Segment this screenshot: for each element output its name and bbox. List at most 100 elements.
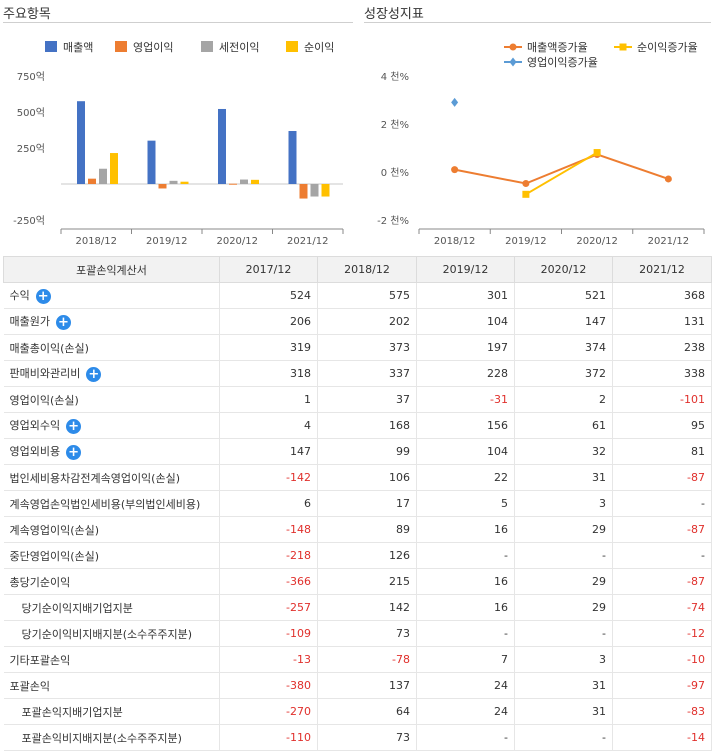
bar (229, 183, 237, 185)
value-cell: 338 (612, 360, 712, 387)
right-panel-title: 성장성지표 (364, 7, 424, 22)
table-row: 당기순이익지배기업지분 -257 142 16 29 -74 (3, 594, 712, 621)
column-header-year: 2021/12 (612, 256, 712, 283)
value-cell: 89 (317, 516, 417, 543)
value-cell: 319 (219, 334, 318, 361)
value-cell: 31 (514, 464, 613, 491)
value-cell: -218 (219, 542, 318, 569)
value-cell: 521 (514, 282, 613, 309)
legend-label-2: 영업이익 (133, 41, 173, 54)
x-tick-label: 2021/12 (648, 236, 690, 247)
expand-plus-icon[interactable]: + (55, 314, 71, 330)
key-items-bar-chart: 매출액 영업이익 세전이익 순이익 -250억 250억 500억 750억 2018/12 20… (13, 41, 344, 247)
value-cell: 99 (317, 438, 417, 465)
table-row: 포괄손익 -380 137 24 31 -97 (3, 672, 712, 699)
value-cell: 202 (317, 308, 417, 335)
bar (288, 131, 297, 184)
value-cell: 16 (416, 516, 515, 543)
value-cell: 4 (219, 412, 318, 439)
value-cell: 156 (416, 412, 515, 439)
value-cell: -110 (219, 724, 318, 751)
right-panel-divider (364, 22, 711, 23)
row-label-cell: 중단영업이익(손실) (3, 542, 220, 569)
expand-plus-icon[interactable]: + (66, 418, 82, 434)
bar (88, 178, 96, 184)
value-cell: 16 (416, 568, 515, 595)
row-label-cell: 법인세비용차감전계속영업이익(손실) (3, 464, 220, 491)
data-point (593, 149, 601, 157)
row-label: 영업외비용 (9, 445, 61, 459)
value-cell: 81 (612, 438, 712, 465)
value-cell: 104 (416, 308, 515, 335)
value-cell: 31 (514, 698, 613, 725)
table-row: 영업이익(손실) 1 37 -31 2 -101 (3, 386, 712, 413)
bar (310, 184, 319, 197)
value-cell: 3 (514, 490, 613, 517)
value-cell: 73 (317, 620, 417, 647)
value-cell: - (514, 620, 613, 647)
value-cell: - (514, 724, 613, 751)
value-cell: 206 (219, 308, 318, 335)
row-label: 법인세비용차감전계속영업이익(손실) (9, 471, 181, 485)
value-cell: -109 (219, 620, 318, 647)
y-tick-label: 750억 (17, 71, 45, 83)
bar (240, 179, 248, 184)
value-cell: 104 (416, 438, 515, 465)
row-label-cell: 매출총이익(손실) (3, 334, 220, 361)
value-cell: -14 (612, 724, 712, 751)
value-cell: 373 (317, 334, 417, 361)
row-label-cell: 영업외비용 + (3, 438, 220, 465)
legend-label-1: 매출액증가율 (527, 41, 588, 54)
value-cell: 318 (219, 360, 318, 387)
value-cell: 197 (416, 334, 515, 361)
expand-plus-icon[interactable]: + (66, 444, 82, 460)
table-row: 판매비와관리비 +318 337 228 372 338 (3, 360, 712, 387)
row-label: 당기순이익비지배지분(소수주주지분) (21, 627, 193, 641)
value-cell: 131 (612, 308, 712, 335)
legend-swatch-3 (201, 41, 213, 52)
value-cell: 17 (317, 490, 417, 517)
row-label-cell: 계속영업손익법인세비용(부의법인세비용) (3, 490, 220, 517)
x-tick-label: 2019/12 (505, 236, 547, 247)
value-cell: 372 (514, 360, 613, 387)
expand-plus-icon[interactable]: + (86, 366, 102, 382)
bar (77, 101, 85, 184)
table-row: 매출원가 +206 202 104 147 131 (3, 308, 712, 335)
row-label-cell: 포괄손익비지배지분(소수주주지분) (3, 724, 220, 751)
data-point (522, 180, 530, 188)
row-label: 수익 (9, 289, 30, 303)
expand-plus-icon[interactable]: + (35, 288, 51, 304)
value-cell: 24 (416, 698, 515, 725)
value-cell: 1 (219, 386, 318, 413)
value-cell: 106 (317, 464, 417, 491)
column-header-year: 2018/12 (317, 256, 417, 283)
legend-label-2: 순이익증가율 (637, 41, 698, 54)
row-label: 판매비와관리비 (9, 367, 81, 381)
bar (321, 184, 330, 197)
x-tick-label: 2020/12 (576, 236, 618, 247)
value-cell: 64 (317, 698, 417, 725)
value-cell: 215 (317, 568, 417, 595)
legend-marker-2 (619, 43, 627, 51)
value-cell: -87 (612, 516, 712, 543)
row-label: 영업외수익 (9, 419, 61, 433)
value-cell: -97 (612, 672, 712, 699)
row-label: 계속영업손익법인세비용(부의법인세비용) (9, 497, 201, 511)
column-header-year: 2017/12 (219, 256, 318, 283)
value-cell: 24 (416, 672, 515, 699)
table-row: 총당기순이익 -366 215 16 29 -87 (3, 568, 712, 595)
column-header-year: 2020/12 (514, 256, 613, 283)
value-cell: 301 (416, 282, 515, 309)
legend-label-1: 매출액 (63, 41, 93, 54)
value-cell: -10 (612, 646, 712, 673)
legend-label-3: 영업이익증가율 (527, 56, 598, 69)
value-cell: 7 (416, 646, 515, 673)
value-cell: -257 (219, 594, 318, 621)
x-tick-label: 2019/12 (146, 236, 188, 247)
row-label: 영업이익(손실) (9, 393, 79, 407)
row-label-cell: 영업외수익 + (3, 412, 220, 439)
data-point (664, 175, 672, 183)
value-cell: - (416, 542, 515, 569)
value-cell: -83 (612, 698, 712, 725)
row-label-cell: 영업이익(손실) (3, 386, 220, 413)
